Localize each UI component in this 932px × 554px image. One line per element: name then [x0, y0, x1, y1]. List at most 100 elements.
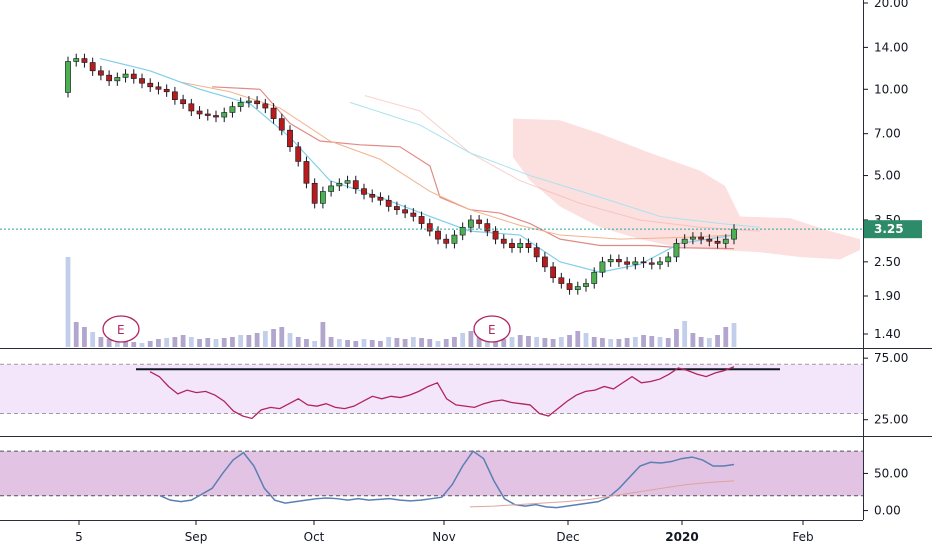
volume-bar	[468, 331, 474, 347]
volume-bar	[534, 337, 540, 347]
price-tick-label: 20.00	[874, 0, 908, 10]
volume-bar	[706, 338, 712, 347]
price-tick-label: 7.00	[874, 127, 901, 141]
volume-bar	[649, 336, 655, 347]
candle-body	[303, 161, 310, 184]
candle-body	[648, 262, 655, 265]
last-price-label: 3.25	[874, 222, 904, 236]
candle-body	[632, 261, 639, 265]
volume-bar	[517, 335, 523, 347]
candle-body	[377, 196, 384, 201]
volume-bar	[419, 338, 424, 347]
candle-body	[114, 77, 121, 82]
volume-bar	[641, 335, 646, 347]
rsi-tick-label: 25.00	[874, 413, 908, 427]
moving-average-long	[179, 81, 735, 240]
volume-bar	[575, 331, 581, 347]
volume-bar	[698, 337, 704, 347]
volume-bar	[632, 337, 638, 347]
candle-body	[583, 283, 589, 287]
candle-body	[525, 243, 532, 249]
volume-bar	[65, 257, 71, 347]
stoch-tick-label: 0.00	[874, 504, 901, 518]
candle-body	[89, 62, 96, 72]
candle-body	[706, 238, 713, 242]
candle-body	[467, 219, 474, 228]
volume-bar	[230, 337, 235, 347]
volume-bar	[674, 329, 679, 347]
candle-body	[722, 238, 729, 244]
candle-body	[550, 266, 557, 279]
candle-body	[492, 230, 499, 240]
candle-body	[163, 88, 170, 93]
candle-body	[229, 106, 236, 113]
price-tick-label: 1.40	[874, 327, 901, 341]
ichimoku-cloud	[513, 118, 860, 260]
candle-body	[65, 61, 71, 93]
volume-bar	[600, 338, 605, 347]
volume-bar	[345, 340, 350, 347]
time-tick-label: 5	[75, 530, 83, 544]
candle-body	[402, 209, 409, 214]
stoch-pane[interactable]	[0, 450, 863, 509]
time-tick-label: Nov	[432, 530, 455, 544]
stoch-d-line	[469, 480, 735, 508]
candle-body	[81, 58, 88, 63]
volume-bar	[558, 337, 564, 347]
price-axis[interactable]: 20.0014.0010.007.005.003.502.501.901.403…	[863, 0, 922, 518]
candle-body	[204, 113, 211, 116]
candle-body	[254, 100, 261, 105]
moving-average-slow	[349, 101, 761, 228]
volume-bar	[657, 337, 663, 347]
candle-body	[287, 129, 293, 148]
candle-body	[410, 212, 417, 217]
volume-bar	[723, 327, 729, 347]
rsi-band	[0, 364, 863, 414]
volume-bar	[287, 333, 293, 347]
volume-bar	[188, 337, 194, 347]
volume-bar	[147, 341, 153, 347]
candle-body	[509, 243, 515, 249]
volume-bar	[526, 336, 531, 347]
volume-bar	[460, 333, 466, 347]
candle-body	[369, 194, 376, 198]
candle-body	[476, 219, 483, 224]
candle-body	[426, 223, 433, 232]
stoch-band	[0, 451, 863, 496]
candle-body	[393, 206, 400, 211]
volume-bar	[476, 335, 482, 347]
volume-bar	[114, 341, 120, 347]
volume-bar	[213, 339, 219, 347]
time-axis[interactable]: 5 Sep Oct Nov Dec 2020 Feb	[75, 520, 814, 544]
time-tick-label: Oct	[304, 530, 325, 544]
volume-bar	[386, 337, 392, 347]
candle-body	[698, 236, 705, 240]
volume-bar	[328, 337, 334, 347]
candle-body	[657, 261, 663, 265]
rsi-pane[interactable]	[0, 363, 863, 420]
volume-bar	[410, 337, 416, 347]
time-tick-label: Dec	[556, 530, 579, 544]
candle-body	[196, 110, 203, 115]
candle-body	[558, 277, 565, 284]
candle-body	[311, 182, 318, 204]
price-tick-label: 1.90	[874, 289, 901, 303]
candle-body	[591, 271, 598, 284]
volume-bar	[336, 339, 342, 347]
candle-body	[319, 191, 326, 204]
volume-bar	[205, 338, 211, 347]
volume-bar	[197, 339, 202, 347]
volume-bar	[690, 333, 696, 347]
volume-bar	[550, 339, 556, 347]
price-tick-label: 2.50	[874, 255, 901, 269]
time-tick-label: Feb	[792, 530, 813, 544]
candle-body	[607, 259, 614, 263]
candle-body	[418, 216, 425, 224]
volume-bar	[493, 338, 498, 347]
volume-bar	[304, 339, 309, 347]
volume-bar	[361, 339, 367, 347]
rsi-tick-label: 75.00	[874, 351, 908, 365]
earnings-marker	[473, 315, 511, 343]
